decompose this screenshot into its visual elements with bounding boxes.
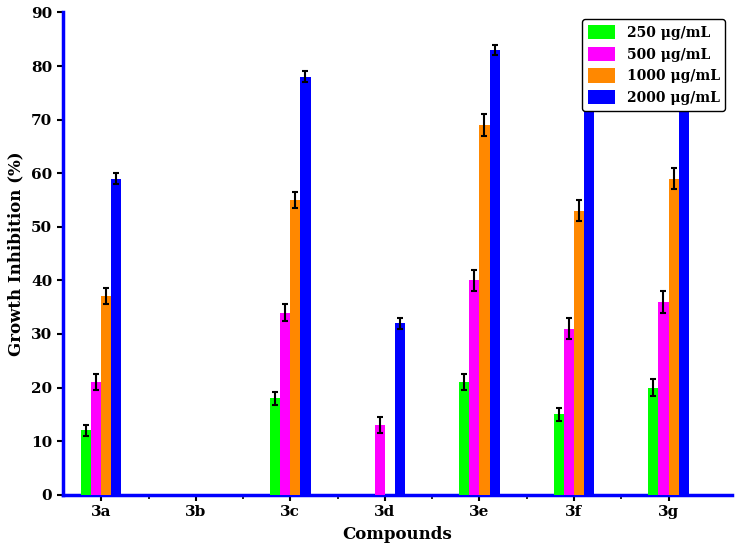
Bar [91,382,101,494]
Bar [270,398,280,494]
Bar [489,50,500,494]
Bar [564,328,574,494]
Bar [574,211,584,494]
Bar [584,66,594,494]
Bar [280,312,290,494]
Bar [290,200,301,494]
Bar [460,382,469,494]
Bar [375,425,385,494]
Legend: 250 μg/mL, 500 μg/mL, 1000 μg/mL, 2000 μg/mL: 250 μg/mL, 500 μg/mL, 1000 μg/mL, 2000 μ… [582,19,725,111]
Bar [648,388,658,494]
Bar [101,296,112,494]
Bar [112,179,121,494]
Bar [554,414,564,494]
Bar [678,56,689,494]
Bar [301,77,310,494]
X-axis label: Compounds: Compounds [342,526,452,543]
Bar [81,431,91,494]
Bar [469,280,480,494]
Y-axis label: Growth Inhibition (%): Growth Inhibition (%) [7,151,24,356]
Bar [669,179,678,494]
Bar [658,302,669,494]
Bar [480,125,489,494]
Bar [395,323,405,494]
